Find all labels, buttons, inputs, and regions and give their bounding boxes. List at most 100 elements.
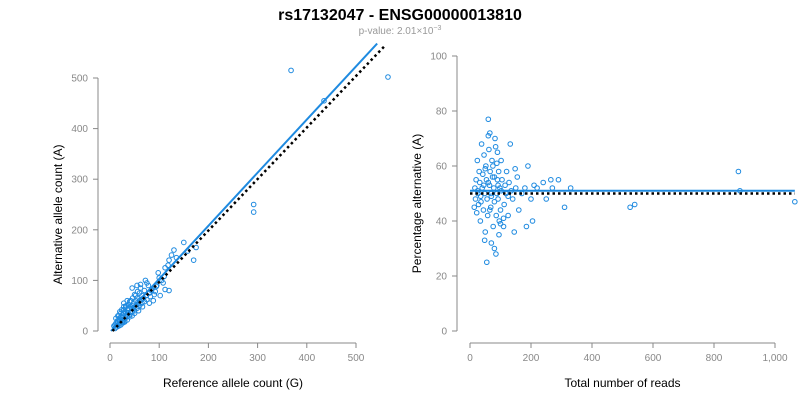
percentage-alternative-point: [499, 176, 505, 183]
percentage-alternative-point: [492, 135, 498, 142]
percentage-alternative-point: [483, 163, 489, 169]
percentage-alternative-point: [512, 165, 518, 172]
percentage-alternative-point: [525, 163, 531, 169]
percentage-alternative-point: [496, 218, 503, 224]
allele-counts-point: [135, 307, 142, 314]
percentage-alternative-point: [495, 168, 502, 175]
p-value-exponent: −3: [433, 25, 441, 32]
allele-counts-point: [162, 264, 168, 271]
percentage-alternative-point: [480, 182, 487, 189]
percentage-alternative-point: [494, 149, 501, 156]
allele-counts-point: [139, 303, 146, 310]
allele-counts-point: [321, 97, 327, 104]
percentage-alternative-point: [485, 116, 492, 123]
percentage-alternative-point: [506, 179, 512, 186]
percentage-alternative-y-tick-label: 100: [430, 52, 447, 63]
percentage-alternative-point: [495, 196, 501, 202]
allele-counts-x-tick-label: 100: [151, 353, 168, 364]
percentage-alternative-point: [484, 196, 490, 202]
percentage-alternative-point: [528, 196, 534, 202]
percentage-alternative-point: [523, 223, 530, 230]
percentage-alternative-point: [497, 207, 504, 213]
allele-counts-x-tick-label: 0: [107, 353, 113, 364]
percentage-alternative-point: [476, 168, 482, 175]
allele-counts-point: [131, 310, 138, 317]
allele-counts-point: [168, 252, 175, 258]
allele-counts-point: [134, 288, 141, 295]
percentage-alternative-point: [531, 182, 537, 189]
percentage-alternative-point: [486, 146, 492, 153]
percentage-alternative-point: [480, 207, 487, 213]
allele-counts-point: [193, 244, 199, 251]
percentage-alternative-point: [472, 185, 478, 191]
percentage-alternative-point: [480, 171, 486, 178]
allele-counts-point: [137, 281, 144, 288]
percentage-alternative-point: [491, 245, 498, 252]
allele-counts-y-tick-label: 400: [71, 124, 88, 135]
scatter-panel-percentage-alternative: 0 200 400 600 800 1,000 0 20 40 60 80 100 Total numb…: [410, 52, 798, 390]
allele-counts-point: [157, 292, 163, 299]
percentage-alternative-point: [792, 198, 798, 205]
allele-counts-point: [134, 282, 140, 289]
percentage-alternative-point: [500, 223, 507, 230]
percentage-alternative-point: [490, 185, 497, 191]
percentage-alternative-point: [507, 141, 514, 147]
allele-counts-point: [250, 201, 257, 208]
percentage-alternative-point: [522, 185, 528, 191]
allele-counts-x-tick-label: 300: [249, 353, 266, 364]
allele-counts-x-axis-title: Reference allele count (G): [163, 376, 303, 390]
allele-counts-fit-line: [110, 42, 378, 332]
percentage-alternative-point: [487, 207, 493, 213]
percentage-alternative-y-tick-label: 80: [436, 107, 448, 118]
percentage-alternative-point: [494, 160, 500, 167]
allele-counts-point: [162, 286, 168, 293]
allele-counts-y-axis-title: Alternative allele count (A): [51, 144, 65, 284]
percentage-alternative-point: [529, 218, 536, 224]
percentage-alternative-point: [481, 152, 487, 158]
percentage-alternative-point: [492, 143, 499, 150]
percentage-alternative-point: [501, 201, 507, 208]
allele-counts-y-tick-label: 0: [82, 327, 88, 338]
percentage-alternative-y-axis-title: Percentage alternative (A): [410, 134, 424, 273]
p-value-subtitle: p-value: 2.01×10−3: [359, 25, 442, 37]
allele-counts-point: [120, 300, 127, 306]
percentage-alternative-point: [509, 196, 516, 202]
percentage-alternative-point: [477, 218, 484, 224]
allele-counts-y-tick-label: 100: [71, 276, 88, 287]
allele-counts-point: [190, 257, 197, 263]
percentage-alternative-point: [486, 182, 493, 189]
percentage-alternative-point: [540, 179, 547, 186]
percentage-alternative-point: [516, 207, 522, 213]
allele-counts-y-tick-label: 500: [71, 74, 88, 85]
percentage-alternative-point: [627, 204, 633, 211]
percentage-alternative-point: [548, 176, 554, 183]
allele-counts-point: [250, 209, 257, 215]
times-sign: ×: [416, 26, 422, 37]
allele-counts-point: [166, 257, 172, 263]
percentage-alternative-point: [488, 240, 495, 246]
percentage-alternative-point: [473, 209, 480, 216]
allele-counts-y-tick-label: 300: [71, 175, 88, 186]
allele-counts-point: [120, 303, 127, 310]
percentage-alternative-x-tick-label: 400: [584, 353, 601, 364]
p-value-text: p-value: 2.01: [359, 26, 417, 37]
percentage-alternative-y-tick-label: 0: [441, 327, 447, 338]
allele-counts-point: [288, 67, 294, 74]
percentage-alternative-point: [503, 168, 510, 175]
percentage-alternative-point: [505, 212, 511, 219]
percentage-alternative-point: [494, 176, 501, 183]
percentage-alternative-point: [485, 132, 492, 139]
percentage-alternative-point: [482, 229, 489, 235]
percentage-alternative-point: [555, 176, 562, 183]
percentage-alternative-point: [505, 193, 511, 200]
percentage-alternative-point: [567, 185, 574, 191]
percentage-alternative-point: [543, 196, 550, 202]
percentage-alternative-point: [500, 215, 507, 222]
percentage-alternative-point: [487, 168, 493, 175]
percentage-alternative-x-tick-label: 600: [645, 353, 662, 364]
allele-counts-point: [385, 74, 391, 80]
percentage-alternative-point: [489, 157, 495, 164]
percentage-alternative-point: [472, 196, 479, 202]
allele-counts-point: [142, 277, 149, 284]
